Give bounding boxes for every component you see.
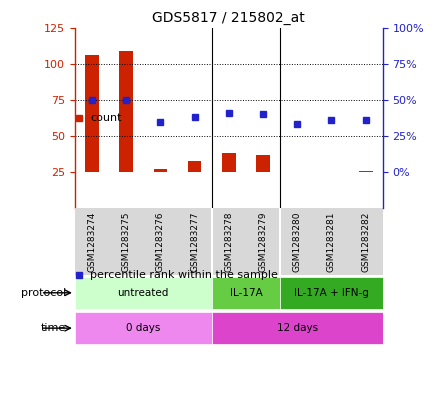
Bar xyxy=(280,277,383,309)
Bar xyxy=(188,161,202,172)
Text: GSM1283278: GSM1283278 xyxy=(224,212,233,272)
Text: untreated: untreated xyxy=(117,288,169,298)
Bar xyxy=(75,277,212,309)
Bar xyxy=(359,171,373,172)
Text: protocol: protocol xyxy=(21,288,66,298)
Text: GSM1283275: GSM1283275 xyxy=(121,212,131,272)
Text: percentile rank within the sample: percentile rank within the sample xyxy=(90,270,278,280)
Text: GSM1283277: GSM1283277 xyxy=(190,212,199,272)
Text: GSM1283280: GSM1283280 xyxy=(293,212,302,272)
Text: 12 days: 12 days xyxy=(277,323,318,333)
Text: GSM1283274: GSM1283274 xyxy=(88,212,96,272)
Bar xyxy=(256,155,270,172)
Bar xyxy=(212,277,280,309)
Bar xyxy=(222,153,236,172)
Text: 0 days: 0 days xyxy=(126,323,161,333)
Text: time: time xyxy=(41,323,66,333)
Text: GSM1283279: GSM1283279 xyxy=(259,212,268,272)
Bar xyxy=(119,51,133,172)
Text: GSM1283281: GSM1283281 xyxy=(327,212,336,272)
Text: GSM1283282: GSM1283282 xyxy=(361,212,370,272)
Text: count: count xyxy=(90,113,122,123)
Bar xyxy=(85,55,99,172)
Bar xyxy=(75,312,212,344)
Bar xyxy=(154,169,167,172)
Text: IL-17A + IFN-g: IL-17A + IFN-g xyxy=(294,288,369,298)
Title: GDS5817 / 215802_at: GDS5817 / 215802_at xyxy=(152,11,305,25)
Bar xyxy=(212,312,383,344)
Text: GSM1283276: GSM1283276 xyxy=(156,212,165,272)
Text: IL-17A: IL-17A xyxy=(230,288,262,298)
